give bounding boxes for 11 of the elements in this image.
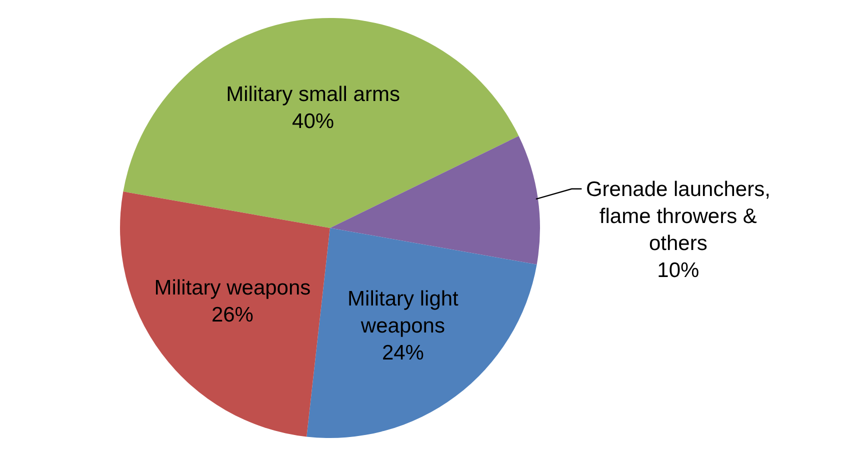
slice-label: Military light weapons	[348, 288, 459, 338]
slice-label: Military weapons	[154, 276, 311, 300]
data-label: 24%	[382, 342, 424, 365]
data-label: 40%	[292, 110, 334, 133]
pie-slice	[120, 192, 330, 437]
pie-slice	[330, 136, 540, 264]
data-label: 10%	[657, 258, 700, 282]
slice-label: Military small arms	[226, 82, 400, 106]
data-label: 26%	[211, 303, 254, 326]
slice-label: Grenade launchers, flame throwers & others	[586, 178, 770, 255]
pie-slice	[123, 18, 519, 228]
